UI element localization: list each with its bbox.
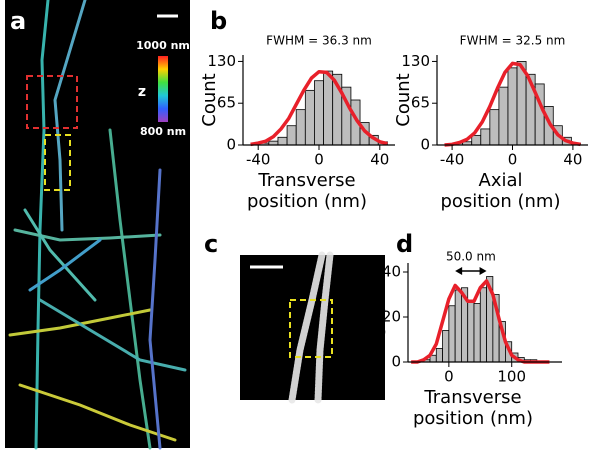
bar <box>323 70 334 146</box>
x-axis-label: position (nm) <box>247 191 367 212</box>
bar <box>489 109 500 146</box>
panel-label: c <box>204 230 218 258</box>
y-tick-label: 65 <box>411 94 430 112</box>
x-axis-label: position (nm) <box>413 408 533 429</box>
y-tick-label: 0 <box>226 136 236 154</box>
y-tick-label: 130 <box>207 52 236 70</box>
x-axis-label: Transverse <box>423 387 521 408</box>
bar <box>295 109 306 146</box>
panel-label: b <box>210 7 227 35</box>
panel-label: a <box>10 7 26 35</box>
y-tick-label: 0 <box>391 353 401 371</box>
bar <box>480 128 491 146</box>
colorbar-label: z <box>138 84 146 100</box>
y-tick-label: 20 <box>382 308 401 326</box>
bar <box>471 134 482 146</box>
x-axis-label: Axial <box>479 170 523 191</box>
bar <box>304 89 315 146</box>
x-tick-label: 0 <box>508 151 518 169</box>
fit-curve <box>444 61 581 147</box>
bar <box>473 303 481 363</box>
bar <box>467 300 475 363</box>
x-axis-label: position (nm) <box>440 191 560 212</box>
bar <box>448 305 456 363</box>
chart-title: FWHM = 36.3 nm <box>266 34 372 48</box>
bar <box>507 67 518 146</box>
bar <box>435 348 443 363</box>
x-axis-label: Transverse <box>257 170 355 191</box>
bar <box>277 136 288 146</box>
y-axis-label: Count <box>393 73 414 126</box>
panel-a-image <box>5 0 190 450</box>
y-tick-label: 130 <box>401 52 430 70</box>
y-tick-label: 0 <box>420 136 430 154</box>
y-tick-label: 65 <box>217 94 236 112</box>
x-tick-label: -40 <box>246 151 271 169</box>
x-tick-label: 100 <box>497 368 526 386</box>
bar <box>479 287 487 363</box>
arrow-head <box>455 267 487 275</box>
panel-c-image <box>240 251 385 404</box>
x-tick-label: 40 <box>563 151 582 169</box>
y-axis-label: Count <box>199 73 220 126</box>
bar <box>314 80 324 146</box>
chart-title: FWHM = 32.5 nm <box>460 34 566 48</box>
bar <box>286 125 297 146</box>
panel-label: d <box>396 230 413 258</box>
bar <box>454 289 462 363</box>
x-tick-label: 0 <box>444 368 454 386</box>
annotation-text: 50.0 nm <box>446 250 496 264</box>
bar <box>442 330 450 363</box>
fit-curve <box>250 69 388 147</box>
x-tick-label: 0 <box>314 151 324 169</box>
x-tick-label: -40 <box>440 151 465 169</box>
colorbar-top: 1000 nm <box>136 39 190 52</box>
x-tick-label: 40 <box>370 151 389 169</box>
colorbar-bottom: 800 nm <box>140 125 186 138</box>
bar <box>498 86 509 146</box>
y-tick-label: 40 <box>382 263 401 281</box>
y-axis-label: Count <box>369 286 390 339</box>
